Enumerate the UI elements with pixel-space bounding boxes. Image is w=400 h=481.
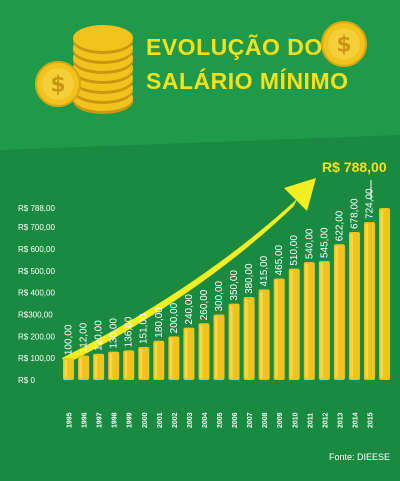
value-label: 300,00 xyxy=(214,280,225,311)
y-tick-label: R$300,00 xyxy=(18,311,53,320)
value-label: 260,00 xyxy=(199,289,210,320)
value-label: 350,00 xyxy=(229,270,240,301)
bar-highlight xyxy=(335,246,338,378)
y-tick-label: R$ 100,00 xyxy=(18,354,55,363)
value-label: 678,00 xyxy=(349,198,360,229)
bar-highlight xyxy=(154,342,158,378)
x-tick-label: 1995 xyxy=(67,412,74,428)
bar-highlight xyxy=(94,355,98,378)
x-tick-label: 1997 xyxy=(97,412,104,428)
x-tick-label: 2009 xyxy=(277,412,284,428)
x-tick-label: 2001 xyxy=(157,412,164,428)
arrow-head xyxy=(284,178,316,211)
dollar-sign-icon: $ xyxy=(50,72,65,97)
x-tick-label: 2007 xyxy=(247,412,254,428)
bar-highlight xyxy=(79,357,83,378)
y-tick-label: R$ 700,00 xyxy=(18,223,55,232)
bar-highlight xyxy=(365,223,368,378)
y-axis-labels: R$ 0 R$ 100,00 R$ 200,00 R$300,00 R$ 400,00 R… xyxy=(18,204,55,385)
x-tick-label: 2002 xyxy=(172,412,179,428)
y-tick-label: R$ 400,00 xyxy=(18,289,55,298)
trend-arrow xyxy=(62,178,316,364)
x-tick-label: 1999 xyxy=(127,412,134,428)
bar-highlight xyxy=(109,353,113,378)
value-label: 510,00 xyxy=(289,235,300,266)
value-label: 240,00 xyxy=(184,294,195,325)
x-tick-label: 2008 xyxy=(262,412,269,428)
coin-face xyxy=(73,25,133,51)
bar-highlight xyxy=(380,210,384,378)
value-label: 151,00 xyxy=(139,313,150,344)
bar-highlight xyxy=(290,270,293,378)
value-label: 415,00 xyxy=(259,255,270,286)
value-label: 112,00 xyxy=(79,322,90,352)
x-tick-label: 2000 xyxy=(142,412,149,428)
x-tick-label: 2004 xyxy=(202,412,209,428)
coin-inner xyxy=(42,68,74,100)
bar-highlight xyxy=(245,299,248,378)
bar-highlight xyxy=(124,352,128,378)
source-credit: Fonte: DIEESE xyxy=(328,452,390,462)
title-line-1: EVOLUÇÃO DO xyxy=(146,34,323,60)
bar-highlight xyxy=(320,263,323,378)
x-tick-label: 2011 xyxy=(307,413,314,428)
value-label: 120,00 xyxy=(94,320,105,351)
bar-highlight xyxy=(260,291,263,378)
bar-highlight xyxy=(230,305,233,378)
value-label: 622,00 xyxy=(334,210,345,241)
x-tick-label: 2012 xyxy=(322,412,329,428)
bar-highlight xyxy=(350,234,353,378)
bar-highlight xyxy=(64,360,67,378)
bar-highlight xyxy=(199,325,203,378)
last-value-callout: R$ 788,00 xyxy=(322,159,387,175)
x-axis-labels: 1995 1996 1997 1998 1999 2000 2001 2002 2003 2004… xyxy=(67,412,375,428)
y-tick-label: R$ 788,00 xyxy=(18,204,55,213)
value-label: 180,00 xyxy=(154,307,165,338)
value-label: 724,00 xyxy=(365,188,376,219)
bar-highlight xyxy=(305,264,308,378)
title-line-2: SALÁRIO MÍNIMO xyxy=(146,68,349,94)
bar-highlight xyxy=(169,338,173,378)
x-tick-label: 2006 xyxy=(232,412,239,428)
value-label: 100,00 xyxy=(64,324,75,355)
dollar-sign-icon: $ xyxy=(336,32,351,57)
arrow-shaft xyxy=(62,199,297,364)
x-tick-label: 1996 xyxy=(82,412,89,428)
y-tick-label: R$ 200,00 xyxy=(18,332,55,341)
bars xyxy=(63,208,391,380)
x-tick-label: 2010 xyxy=(292,412,299,428)
y-tick-label: R$ 500,00 xyxy=(18,267,55,276)
x-tick-label: 2003 xyxy=(187,412,194,428)
bar-highlight xyxy=(139,349,143,378)
value-label: 130,00 xyxy=(109,318,120,349)
y-tick-label: R$ 600,00 xyxy=(18,245,55,254)
x-tick-label: 2014 xyxy=(352,412,359,428)
x-tick-label: 1998 xyxy=(112,412,119,428)
value-labels: 100,00 112,00 120,00 130,00 136,00 151,00 180,… xyxy=(64,188,376,355)
x-tick-label: 2015 xyxy=(368,412,375,428)
x-tick-label: 2013 xyxy=(337,412,344,428)
value-label: 136,00 xyxy=(124,316,135,347)
coin-inner xyxy=(328,28,360,60)
y-tick-label: R$ 0 xyxy=(18,376,35,385)
value-label: 540,00 xyxy=(304,228,315,259)
bar-highlight xyxy=(215,316,218,378)
coins-illustration: $$ xyxy=(35,21,367,114)
value-label: 465,00 xyxy=(274,244,285,275)
x-tick-label: 2005 xyxy=(217,412,224,428)
background-bottom xyxy=(0,135,400,481)
bar-highlight xyxy=(184,329,188,378)
value-label: 545,00 xyxy=(319,227,330,258)
value-label: 200,00 xyxy=(169,302,180,333)
bar-highlight xyxy=(275,280,278,378)
value-label: 380,00 xyxy=(244,263,255,294)
